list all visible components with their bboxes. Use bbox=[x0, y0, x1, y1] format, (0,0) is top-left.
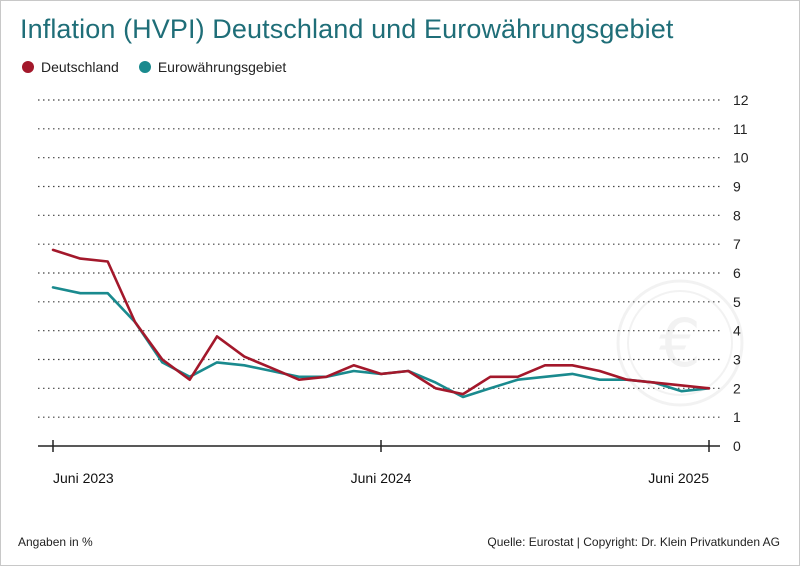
data-point-eurowaehrungsgebiet[interactable] bbox=[351, 368, 357, 374]
data-point-eurowaehrungsgebiet[interactable] bbox=[487, 385, 493, 391]
data-point-deutschland[interactable] bbox=[269, 365, 275, 371]
legend-item-eurowaehrungsgebiet[interactable]: Eurowährungsgebiet bbox=[138, 59, 287, 75]
y-tick-label-2: 2 bbox=[733, 380, 741, 396]
euro-coin-icon: € bbox=[616, 279, 744, 407]
series-line-eurowaehrungsgebiet[interactable] bbox=[51, 286, 711, 399]
data-point-deutschland[interactable] bbox=[706, 385, 712, 391]
legend-marker-eurowaehrungsgebiet bbox=[138, 61, 151, 73]
data-point-deutschland[interactable] bbox=[487, 374, 493, 380]
y-tick-label-12: 12 bbox=[733, 92, 749, 108]
legend-marker-deutschland bbox=[22, 61, 34, 73]
grid-lines bbox=[38, 99, 720, 418]
data-point-deutschland[interactable] bbox=[515, 374, 521, 380]
series-line-deutschland[interactable] bbox=[51, 248, 711, 396]
y-tick-label-9: 9 bbox=[733, 179, 741, 195]
data-point-eurowaehrungsgebiet[interactable] bbox=[433, 380, 439, 386]
data-point-deutschland[interactable] bbox=[433, 385, 439, 391]
data-point-deutschland[interactable] bbox=[542, 362, 548, 368]
data-point-eurowaehrungsgebiet[interactable] bbox=[597, 377, 603, 383]
data-point-deutschland[interactable] bbox=[323, 374, 329, 380]
y-tick-label-10: 10 bbox=[733, 150, 749, 166]
data-point-deutschland[interactable] bbox=[132, 319, 138, 325]
data-point-deutschland[interactable] bbox=[50, 247, 56, 253]
data-point-eurowaehrungsgebiet[interactable] bbox=[241, 362, 247, 368]
source-note: Quelle: Eurostat | Copyright: Dr. Klein … bbox=[487, 535, 780, 549]
data-point-deutschland[interactable] bbox=[241, 354, 247, 360]
data-point-deutschland[interactable] bbox=[405, 368, 411, 374]
data-point-deutschland[interactable] bbox=[296, 377, 302, 383]
data-point-deutschland[interactable] bbox=[460, 391, 466, 397]
y-tick-label-3: 3 bbox=[733, 352, 741, 368]
data-point-deutschland[interactable] bbox=[597, 368, 603, 374]
y-tick-label-5: 5 bbox=[733, 294, 741, 310]
data-point-eurowaehrungsgebiet[interactable] bbox=[77, 290, 83, 296]
data-point-eurowaehrungsgebiet[interactable] bbox=[105, 290, 111, 296]
data-point-deutschland[interactable] bbox=[569, 362, 575, 368]
y-tick-label-1: 1 bbox=[733, 409, 741, 425]
y-tick-label-6: 6 bbox=[733, 265, 741, 281]
data-point-eurowaehrungsgebiet[interactable] bbox=[50, 284, 56, 290]
data-point-deutschland[interactable] bbox=[214, 333, 220, 339]
data-point-eurowaehrungsgebiet[interactable] bbox=[569, 371, 575, 377]
chart-title: Inflation (HVPI) Deutschland und Eurowäh… bbox=[20, 14, 674, 44]
x-tick-label: Juni 2023 bbox=[53, 470, 114, 486]
x-axis: Juni 2023 Juni 2024 Juni 2025 bbox=[38, 440, 720, 486]
series-lines bbox=[50, 247, 712, 399]
x-tick-label: Juni 2024 bbox=[351, 470, 412, 486]
data-point-eurowaehrungsgebiet[interactable] bbox=[214, 359, 220, 365]
data-point-deutschland[interactable] bbox=[679, 382, 685, 388]
data-point-deutschland[interactable] bbox=[624, 377, 630, 383]
data-point-deutschland[interactable] bbox=[187, 377, 193, 383]
euro-symbol: € bbox=[659, 305, 701, 382]
y-tick-label-4: 4 bbox=[733, 323, 741, 339]
data-point-deutschland[interactable] bbox=[159, 357, 165, 363]
y-tick-label-0: 0 bbox=[733, 438, 741, 454]
legend: Deutschland Eurowährungsgebiet bbox=[22, 59, 286, 75]
legend-label-deutschland: Deutschland bbox=[41, 59, 119, 75]
data-point-eurowaehrungsgebiet[interactable] bbox=[542, 374, 548, 380]
data-point-deutschland[interactable] bbox=[651, 380, 657, 386]
unit-note: Angaben in % bbox=[18, 535, 93, 549]
y-tick-label-11: 11 bbox=[733, 121, 748, 137]
legend-item-deutschland[interactable]: Deutschland bbox=[22, 59, 119, 75]
x-tick-label: Juni 2025 bbox=[648, 470, 709, 486]
y-tick-label-7: 7 bbox=[733, 236, 741, 252]
legend-label-eurowaehrungsgebiet: Eurowährungsgebiet bbox=[157, 59, 287, 75]
data-point-deutschland[interactable] bbox=[378, 371, 384, 377]
y-tick-label-8: 8 bbox=[733, 207, 741, 223]
data-point-eurowaehrungsgebiet[interactable] bbox=[679, 388, 685, 394]
data-point-deutschland[interactable] bbox=[105, 258, 111, 264]
data-point-deutschland[interactable] bbox=[77, 256, 83, 262]
data-point-deutschland[interactable] bbox=[351, 362, 357, 368]
